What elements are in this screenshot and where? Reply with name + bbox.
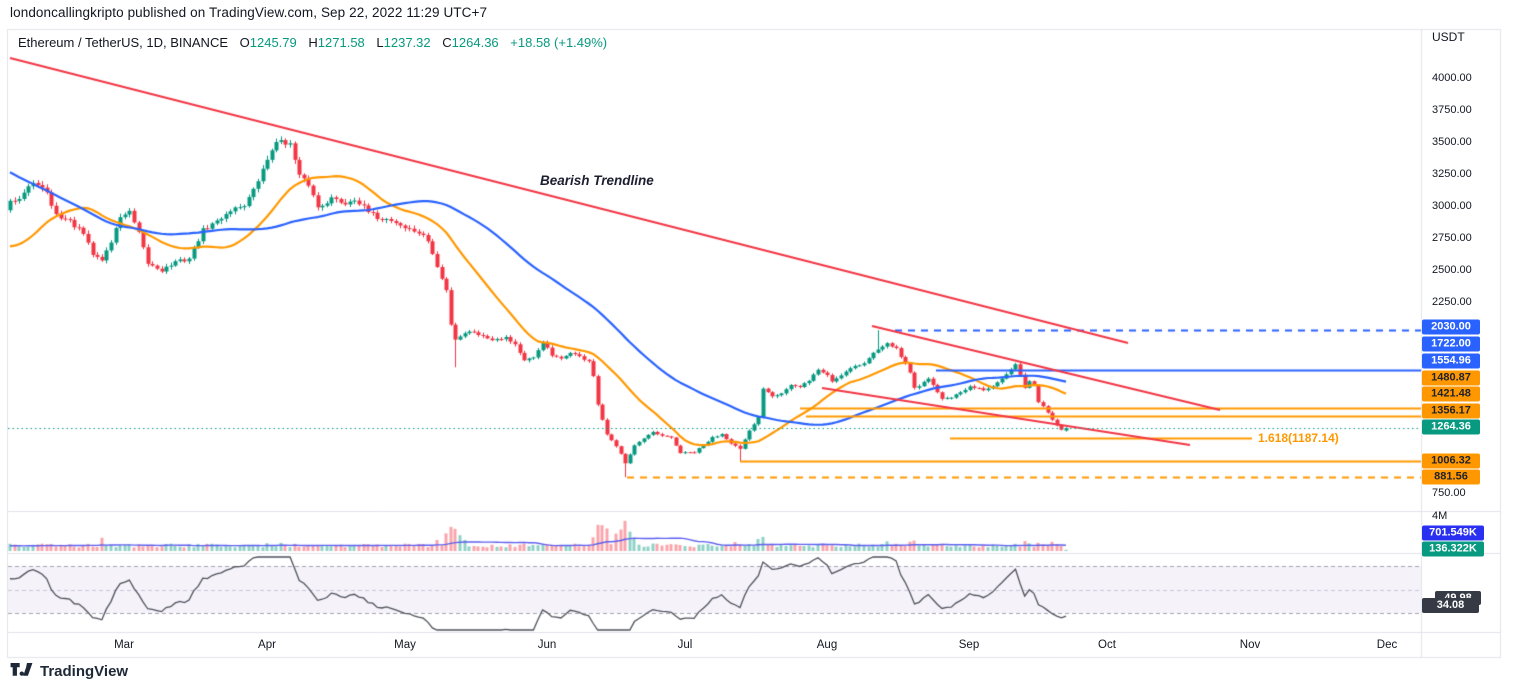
time-axis-label-mar: Mar [114,639,134,651]
price-tick-3000.00: 3000.00 [1432,200,1472,212]
bearish-trendline-annotation[interactable]: Bearish Trendline [540,173,654,188]
time-axis-label-aug: Aug [816,639,838,651]
time-axis-label-jul: Jul [677,639,693,651]
ohlc-close-value: 1264.36 [451,35,499,50]
quote-currency-label: USDT [1432,30,1465,44]
time-axis-label-apr: Apr [258,639,276,651]
tradingview-brand-text: TradingView [40,663,129,680]
price-level-badge-1264.36: 1264.36 [1422,419,1480,435]
price-tick-2500.00: 2500.00 [1432,264,1472,276]
fib-extension-label[interactable]: 1.618(1187.14) [1258,431,1339,445]
time-axis-label-may: May [394,639,416,651]
price-level-badge-1722.00: 1722.00 [1422,336,1480,352]
volume-ma-badge: 701.549K [1422,525,1484,541]
ohlc-high-label: H [308,35,318,50]
price-tick-4000.00: 4000.00 [1432,72,1472,84]
price-tick-3500.00: 3500.00 [1432,136,1472,148]
price-level-badge-1554.96: 1554.96 [1422,353,1480,369]
price-tick-750.00: 750.00 [1432,487,1466,499]
price-level-badge-881.56: 881.56 [1422,469,1480,485]
price-tick-2250.00: 2250.00 [1432,296,1472,308]
price-level-badge-1356.17: 1356.17 [1422,403,1480,419]
volume-tick-4m: 4M [1432,510,1448,522]
symbol-header[interactable]: Ethereum / TetherUS, 1D, BINANCE O1245.7… [18,35,607,50]
rsi-value-badge: 34.08 [1422,598,1479,613]
price-level-badge-2030.00: 2030.00 [1422,319,1480,335]
time-axis-label-jun: Jun [537,639,557,651]
time-axis-label-oct: Oct [1098,639,1116,651]
price-level-badge-1480.87: 1480.87 [1422,370,1480,386]
ohlc-low-value: 1237.32 [383,35,431,50]
publish-info-bar: londoncallingkripto published on Trading… [10,5,488,20]
tradingview-footer[interactable]: TradingView [10,663,128,680]
ohlc-high-value: 1271.58 [317,35,365,50]
ohlc-low-label: L [376,35,384,50]
price-level-badge-1421.48: 1421.48 [1422,386,1480,402]
price-level-badge-1006.32: 1006.32 [1422,453,1480,469]
price-tick-3250.00: 3250.00 [1432,168,1472,180]
time-axis-label-dec: Dec [1376,639,1398,651]
tradingview-logo-icon[interactable] [10,663,33,680]
ohlc-open-label: O [239,35,250,50]
price-tick-2750.00: 2750.00 [1432,232,1472,244]
change-value: +18.58 (+1.49%) [510,35,608,50]
time-axis-label-sep: Sep [958,639,980,651]
time-axis-label-nov: Nov [1239,639,1261,651]
volume-last-badge: 136.322K [1422,541,1484,557]
ohlc-open-value: 1245.79 [249,35,297,50]
symbol-title[interactable]: Ethereum / TetherUS, 1D, BINANCE [18,35,229,50]
price-tick-3750.00: 3750.00 [1432,104,1472,116]
ohlc-close-label: C [442,35,452,50]
